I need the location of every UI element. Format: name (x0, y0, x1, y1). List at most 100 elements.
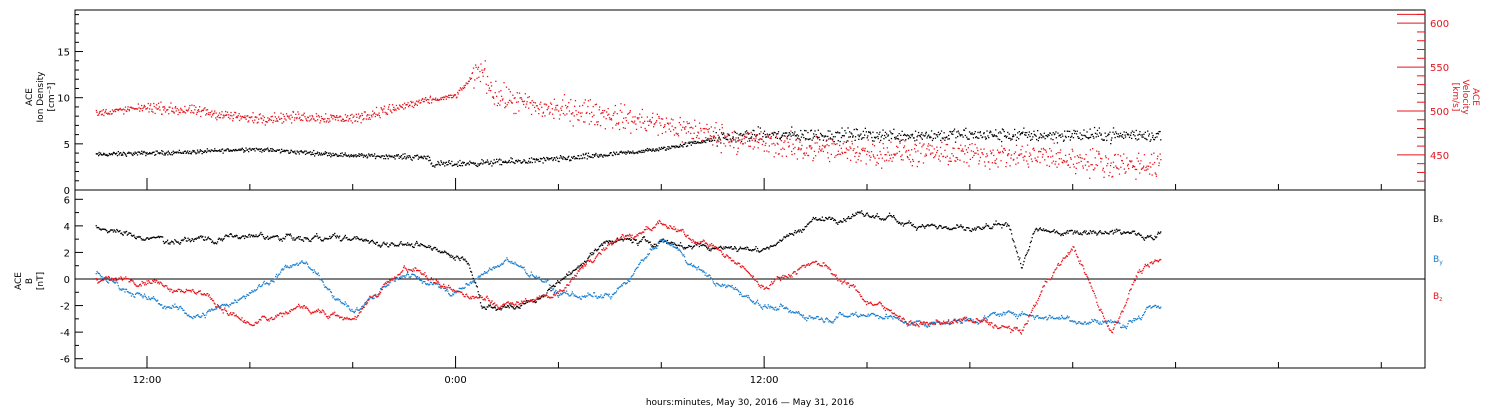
bx-point (952, 228, 954, 230)
bx-point (1022, 264, 1024, 266)
velocity-point (1123, 168, 1125, 170)
bx-point (452, 258, 455, 260)
density-point (297, 151, 300, 153)
velocity-point (172, 110, 174, 113)
bx-point (965, 229, 967, 231)
by-point (421, 282, 423, 284)
velocity-point (1007, 153, 1009, 155)
bx-point (472, 277, 474, 280)
density-point (283, 149, 285, 151)
velocity-point (287, 115, 289, 118)
velocity-point (594, 124, 596, 126)
bx-point (253, 235, 255, 238)
velocity-point (309, 119, 312, 121)
density-point (524, 160, 526, 162)
bx-point (315, 235, 317, 238)
density-point (905, 135, 908, 137)
velocity-point (144, 106, 146, 108)
bx-point (300, 239, 302, 241)
by-point (343, 304, 346, 306)
density-point (461, 165, 464, 167)
by-point (361, 306, 363, 308)
velocity-point (747, 140, 749, 142)
density-point (219, 150, 221, 153)
density-point (634, 152, 636, 154)
by-point (210, 309, 212, 311)
by-point (507, 260, 510, 262)
bx-point (862, 213, 864, 216)
density-point (141, 150, 143, 152)
density-point (282, 150, 285, 152)
density-point (593, 154, 595, 156)
velocity-point (1094, 167, 1096, 169)
bx-point (791, 233, 793, 235)
by-point (543, 281, 545, 283)
velocity-point (418, 99, 420, 101)
by-point (111, 279, 113, 281)
velocity-point (316, 115, 318, 118)
by-point (604, 293, 606, 295)
bx-point (547, 289, 549, 292)
by-point (608, 293, 610, 295)
bx-point (594, 248, 596, 250)
density-point (855, 128, 857, 130)
velocity-point (549, 102, 552, 104)
density-point (532, 158, 534, 160)
bx-point (428, 244, 430, 247)
velocity-point (519, 97, 521, 99)
by-point (198, 316, 201, 318)
bx-point (800, 230, 802, 232)
velocity-point (873, 156, 875, 158)
density-point (764, 134, 766, 136)
bx-point (522, 302, 524, 305)
by-point (242, 295, 244, 298)
bx-point (1083, 230, 1086, 232)
velocity-point (459, 87, 462, 89)
velocity-point (833, 143, 835, 145)
velocity-point (685, 132, 687, 134)
bx-point (375, 241, 378, 244)
velocity-point (335, 116, 337, 118)
velocity-point (443, 98, 445, 101)
density-point (1036, 138, 1038, 141)
by-point (641, 259, 643, 261)
by-point (649, 248, 651, 250)
bx-point (1151, 237, 1153, 239)
by-point (586, 295, 588, 297)
density-point (934, 137, 937, 139)
bx-point (810, 221, 812, 223)
velocity-point (520, 97, 522, 99)
by-point (233, 302, 235, 304)
velocity-point (706, 123, 708, 126)
bx-point (230, 233, 232, 235)
by-point (590, 295, 592, 297)
velocity-point (1049, 148, 1051, 150)
bx-point (245, 236, 247, 238)
velocity-point (292, 110, 294, 113)
velocity-point (946, 155, 948, 157)
density-point (531, 161, 533, 164)
velocity-point (961, 150, 963, 152)
velocity-point (471, 72, 474, 74)
bx-point (951, 228, 953, 231)
bx-point (1062, 234, 1064, 236)
by-point (588, 294, 590, 296)
density-point (573, 155, 575, 158)
velocity-point (589, 113, 591, 115)
by-point (499, 264, 501, 266)
by-point (112, 281, 115, 283)
density-point (851, 133, 853, 135)
bx-point (206, 238, 208, 241)
by-point (570, 293, 573, 295)
bx-point (987, 224, 989, 227)
by-point (340, 302, 342, 304)
density-point (1150, 139, 1152, 141)
by-point (634, 270, 636, 272)
density-point (438, 163, 440, 166)
by-point (452, 294, 455, 296)
bx-point (1019, 257, 1021, 259)
density-point (914, 140, 916, 142)
by-point (457, 290, 459, 292)
velocity-point (320, 115, 323, 118)
